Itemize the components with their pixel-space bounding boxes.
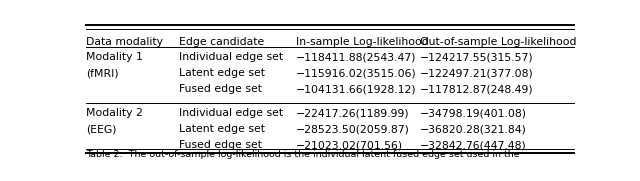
Text: Table 2:  The out-of-sample log-likelihood is the individual latent fused edge s: Table 2: The out-of-sample log-likelihoo… (86, 150, 520, 159)
Text: Latent edge set: Latent edge set (179, 68, 265, 78)
Text: −117812.87(248.49): −117812.87(248.49) (420, 84, 533, 94)
Text: −124217.55(315.57): −124217.55(315.57) (420, 52, 533, 62)
Text: −118411.88(2543.47): −118411.88(2543.47) (296, 52, 416, 62)
Text: −104131.66(1928.12): −104131.66(1928.12) (296, 84, 417, 94)
Text: (EEG): (EEG) (86, 124, 117, 134)
Text: (fMRI): (fMRI) (86, 68, 119, 78)
Text: −115916.02(3515.06): −115916.02(3515.06) (296, 68, 417, 78)
Text: Edge candidate: Edge candidate (179, 37, 264, 47)
Text: −32842.76(447.48): −32842.76(447.48) (420, 140, 527, 150)
Text: Fused edge set: Fused edge set (179, 84, 262, 94)
Text: In-sample Log-likelihood: In-sample Log-likelihood (296, 37, 429, 47)
Text: −34798.19(401.08): −34798.19(401.08) (420, 108, 527, 118)
Text: Individual edge set: Individual edge set (179, 52, 284, 62)
Text: −28523.50(2059.87): −28523.50(2059.87) (296, 124, 410, 134)
Text: Modality 2: Modality 2 (86, 108, 143, 118)
Text: Latent edge set: Latent edge set (179, 124, 265, 134)
Text: Individual edge set: Individual edge set (179, 108, 284, 118)
Text: −36820.28(321.84): −36820.28(321.84) (420, 124, 527, 134)
Text: −22417.26(1189.99): −22417.26(1189.99) (296, 108, 410, 118)
Text: Data modality: Data modality (86, 37, 163, 47)
Text: Out-of-sample Log-likelihood: Out-of-sample Log-likelihood (420, 37, 576, 47)
Text: Modality 1: Modality 1 (86, 52, 143, 62)
Text: −122497.21(377.08): −122497.21(377.08) (420, 68, 534, 78)
Text: −21023.02(701.56): −21023.02(701.56) (296, 140, 403, 150)
Text: Fused edge set: Fused edge set (179, 140, 262, 150)
